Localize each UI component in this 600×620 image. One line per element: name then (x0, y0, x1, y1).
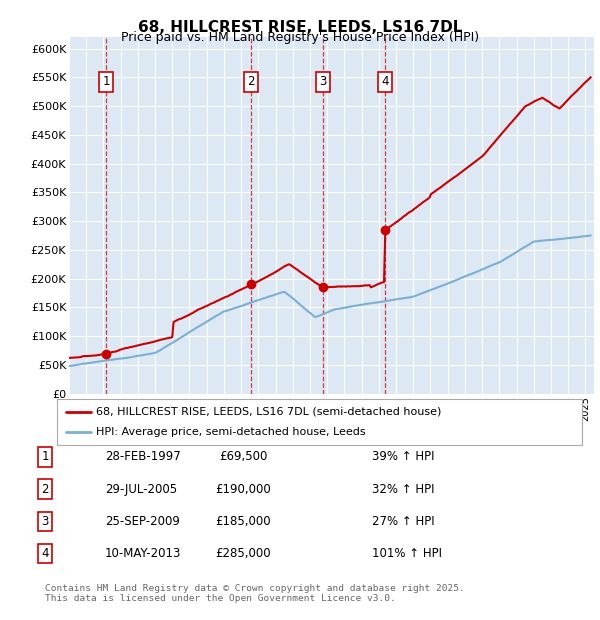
Text: Contains HM Land Registry data © Crown copyright and database right 2025.
This d: Contains HM Land Registry data © Crown c… (45, 584, 465, 603)
Text: 27% ↑ HPI: 27% ↑ HPI (372, 515, 434, 528)
Text: HPI: Average price, semi-detached house, Leeds: HPI: Average price, semi-detached house,… (97, 427, 366, 437)
Text: 2: 2 (247, 75, 254, 88)
Text: £185,000: £185,000 (215, 515, 271, 528)
Text: £190,000: £190,000 (215, 483, 271, 495)
Text: 3: 3 (319, 75, 326, 88)
Text: 29-JUL-2005: 29-JUL-2005 (105, 483, 177, 495)
Text: 68, HILLCREST RISE, LEEDS, LS16 7DL: 68, HILLCREST RISE, LEEDS, LS16 7DL (138, 20, 462, 35)
Text: 28-FEB-1997: 28-FEB-1997 (105, 451, 181, 463)
Text: 68, HILLCREST RISE, LEEDS, LS16 7DL (semi-detached house): 68, HILLCREST RISE, LEEDS, LS16 7DL (sem… (97, 407, 442, 417)
Text: 39% ↑ HPI: 39% ↑ HPI (372, 451, 434, 463)
Text: 10-MAY-2013: 10-MAY-2013 (105, 547, 181, 560)
Text: 101% ↑ HPI: 101% ↑ HPI (372, 547, 442, 560)
Text: 32% ↑ HPI: 32% ↑ HPI (372, 483, 434, 495)
Text: 3: 3 (41, 515, 49, 528)
Text: £285,000: £285,000 (215, 547, 271, 560)
Text: 2: 2 (41, 483, 49, 495)
Text: 1: 1 (102, 75, 110, 88)
Text: £69,500: £69,500 (219, 451, 267, 463)
Text: 1: 1 (41, 451, 49, 463)
Text: 4: 4 (381, 75, 389, 88)
Text: 4: 4 (41, 547, 49, 560)
Text: 25-SEP-2009: 25-SEP-2009 (105, 515, 180, 528)
Text: Price paid vs. HM Land Registry's House Price Index (HPI): Price paid vs. HM Land Registry's House … (121, 31, 479, 44)
